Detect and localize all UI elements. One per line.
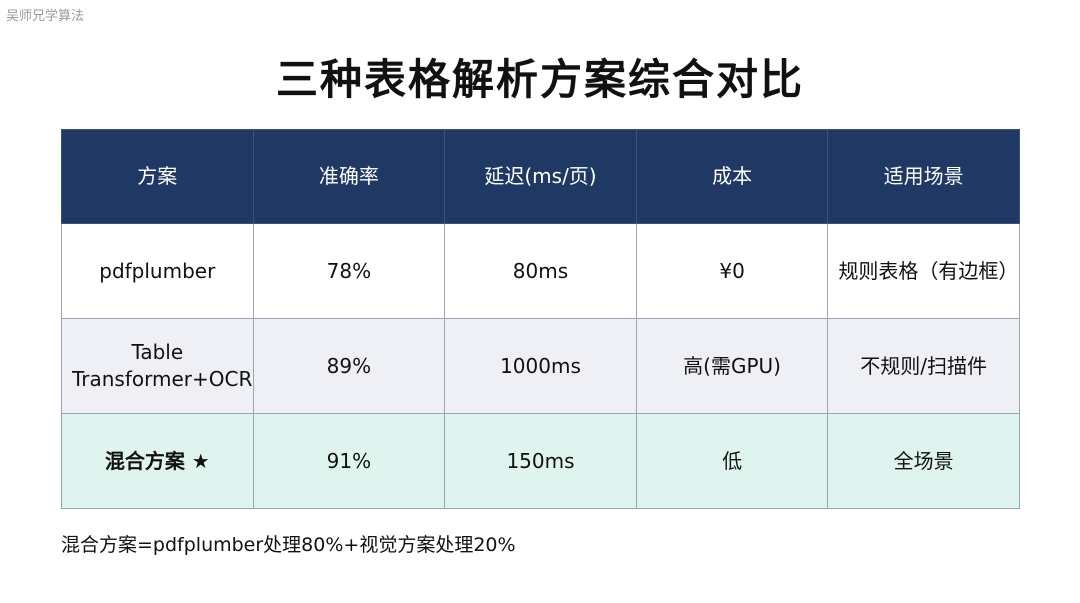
table-cell-cost: ¥0	[635, 223, 829, 319]
table-cell-scheme: Table Transformer+OCR	[61, 318, 254, 414]
header-cell-latency: 延迟(ms/页)	[444, 129, 637, 224]
header-cell-scenario: 适用场景	[827, 129, 1020, 224]
header-cell-cost: 成本	[635, 129, 829, 224]
table-cell-scenario: 全场景	[827, 413, 1020, 509]
table-cell-latency: 80ms	[444, 223, 637, 319]
table-cell-scheme: 混合方案 ★	[61, 413, 254, 509]
table-row-highlighted: 混合方案 ★ 91% 150ms 低 全场景	[61, 413, 1020, 509]
table-cell-latency: 1000ms	[444, 318, 637, 414]
footnote: 混合方案=pdfplumber处理80%+视觉方案处理20%	[61, 534, 516, 556]
table-cell-scenario: 不规则/扫描件	[827, 318, 1020, 414]
table-cell-cost: 高(需GPU)	[635, 318, 829, 414]
table-cell-scheme: pdfplumber	[61, 223, 254, 319]
header-cell-accuracy: 准确率	[252, 129, 446, 224]
table-cell-accuracy: 89%	[252, 318, 446, 414]
page-title: 三种表格解析方案综合对比	[275, 55, 804, 104]
table-cell-cost: 低	[635, 413, 829, 509]
table-cell-scenario: 规则表格（有边框）	[827, 223, 1020, 319]
table-row: pdfplumber 78% 80ms ¥0 规则表格（有边框）	[61, 223, 1020, 319]
table-header-row: 方案 准确率 延迟(ms/页) 成本 适用场景	[61, 129, 1020, 224]
comparison-table: 方案 准确率 延迟(ms/页) 成本 适用场景 pdfplumber 78% 8…	[61, 129, 1020, 509]
table-cell-accuracy: 78%	[252, 223, 446, 319]
header-cell-scheme: 方案	[61, 129, 254, 224]
table-cell-latency: 150ms	[444, 413, 637, 509]
table-row: Table Transformer+OCR 89% 1000ms 高(需GPU)…	[61, 318, 1020, 414]
watermark: 吴师兄学算法	[6, 9, 85, 24]
table-cell-accuracy: 91%	[252, 413, 446, 509]
